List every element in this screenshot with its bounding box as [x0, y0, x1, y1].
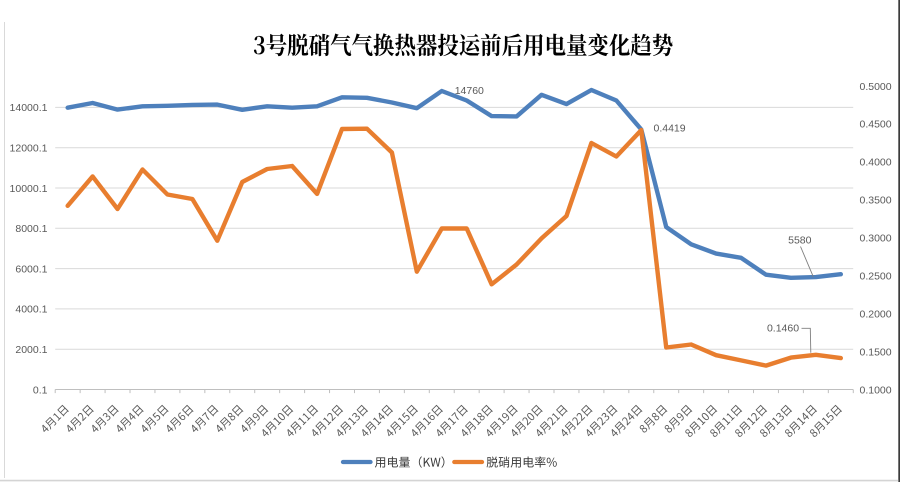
svg-text:0.1000: 0.1000: [860, 384, 892, 396]
svg-text:0.1500: 0.1500: [860, 346, 892, 358]
svg-text:0.5000: 0.5000: [860, 81, 892, 93]
svg-text:0.4419: 0.4419: [654, 123, 686, 135]
svg-text:12000.1: 12000.1: [10, 143, 48, 155]
svg-text:0.4000: 0.4000: [860, 157, 892, 169]
svg-text:0.3000: 0.3000: [860, 233, 892, 245]
svg-text:10000.1: 10000.1: [10, 183, 48, 195]
svg-text:8000.1: 8000.1: [15, 223, 47, 235]
svg-text:14000.1: 14000.1: [10, 102, 48, 114]
svg-text:5580: 5580: [788, 235, 812, 247]
svg-text:2000.1: 2000.1: [15, 344, 47, 356]
svg-text:6000.1: 6000.1: [15, 263, 47, 275]
svg-text:4000.1: 4000.1: [15, 304, 47, 316]
svg-text:0.1: 0.1: [33, 384, 48, 396]
svg-text:0.3500: 0.3500: [860, 195, 892, 207]
svg-text:0.4500: 0.4500: [860, 119, 892, 131]
svg-text:0.2500: 0.2500: [860, 271, 892, 283]
svg-text:14760: 14760: [455, 85, 484, 97]
svg-text:0.1460: 0.1460: [767, 322, 799, 334]
svg-text:0.2000: 0.2000: [860, 308, 892, 320]
